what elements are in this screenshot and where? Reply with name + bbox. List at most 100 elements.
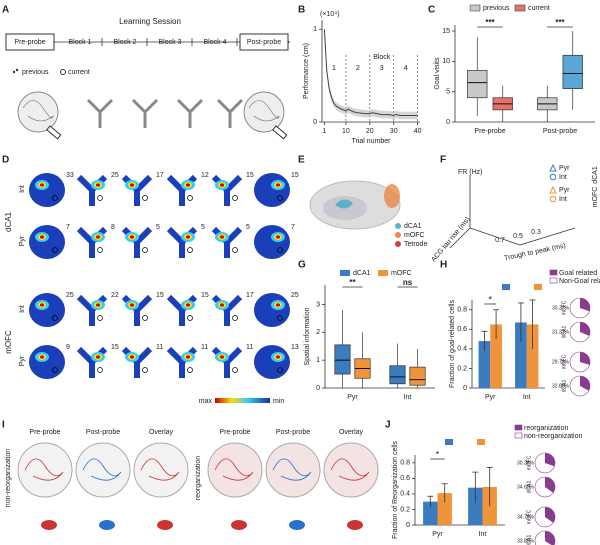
label: *** [485,18,495,27]
goal [142,247,148,253]
rate-map [29,225,65,259]
label: 15 [442,28,450,35]
label: Pyr [19,235,26,246]
label: 2 [316,329,320,336]
rate-map [254,173,290,207]
goal [52,195,58,201]
handle [272,125,288,140]
label: G [298,260,306,271]
rate-map [211,294,243,326]
label: Goal related [559,270,597,277]
label: 0.4 [400,491,410,498]
label: C [428,5,435,16]
pie-slice [580,322,590,336]
label: current [528,5,550,12]
box [467,70,488,99]
goal [187,315,193,321]
bar [423,501,438,525]
performance-line [323,29,418,117]
legend-prev [15,68,19,72]
label: Non-Goal related [559,278,600,285]
label: 3 [380,65,384,72]
rate-map [76,174,108,206]
label: Int [559,174,567,181]
label: FR (Hz) [458,169,483,176]
trace [248,100,280,122]
label: 2 [356,65,360,72]
label: 5 [446,89,450,96]
label: Trial number [351,138,391,145]
trace [272,458,312,481]
label: Pre-probe [29,429,60,436]
label: max [199,398,213,405]
label: 0.8 [457,307,467,314]
goal [142,315,148,321]
label: 0 [406,522,410,529]
label: non-reorganization [5,449,12,507]
legend-swatch [502,284,510,290]
label: Fraction of goal-related cells [449,300,456,388]
legend-box [514,432,523,439]
label: Pyr [19,355,26,366]
label: 25 [111,172,119,179]
goal [187,195,193,201]
label: 20 [366,128,374,135]
bar [490,324,502,388]
rate-map [166,226,198,258]
label: 22 [111,292,119,299]
arena [265,442,321,498]
label: Post-probe [276,429,310,436]
label: previous [483,5,510,12]
field [347,520,363,530]
label: mOFC [391,270,412,277]
legend-box [549,269,558,276]
map-hot [220,235,224,239]
maze [216,98,244,128]
label: Pre-probe [474,128,505,135]
map-bg [29,293,65,327]
label: Trough to peak (ms) [504,242,567,262]
map-hot [130,235,134,239]
trace [22,100,54,122]
pie-slice [580,298,590,312]
bar [526,324,539,388]
label: 11 [156,344,163,351]
label: 30.36% [517,460,535,466]
goal [232,367,238,373]
map-hot [276,235,280,239]
legend-swatch [378,270,388,276]
legend-box [549,277,558,284]
label: 0 [313,119,317,126]
label: 9 [66,344,70,351]
label: *** [555,18,565,27]
label: 15 [156,292,164,299]
goal [232,247,238,253]
label: Pyr [559,165,570,172]
rate-map [211,346,243,378]
label: Pyr [432,531,443,538]
arena [133,442,189,498]
label: Pyr [485,394,496,401]
legend-cur [60,69,66,75]
label: 0 [316,385,320,392]
legend-swatch [534,284,542,290]
arena [207,442,263,498]
performance-band [324,25,418,120]
map-bg [29,173,65,207]
trace [330,458,370,481]
map-bg [29,225,65,259]
label: Block 4 [204,39,227,46]
label: Int [19,305,26,313]
map-hot [130,183,134,187]
arena [17,442,73,498]
label: J [385,420,391,431]
label: dCA1 [404,223,422,230]
map-bg [254,225,290,259]
label: B [298,5,305,16]
rate-map [211,174,243,206]
label: 0.3 [531,229,541,236]
rate-map [76,294,108,326]
map-hot [130,355,134,359]
maze [131,98,159,128]
label: 5 [246,224,250,231]
